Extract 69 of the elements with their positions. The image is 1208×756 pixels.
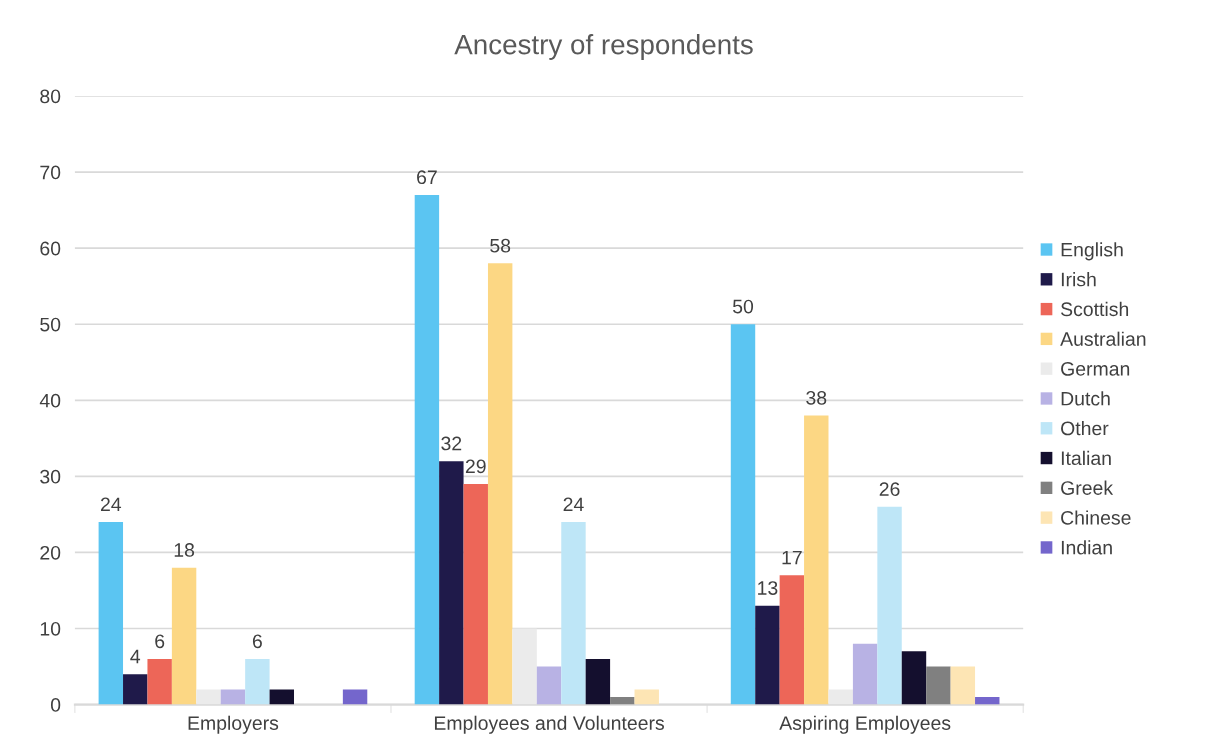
bar [730, 324, 756, 705]
data-label: 29 [465, 459, 486, 474]
bar [98, 522, 124, 705]
bar [852, 643, 878, 705]
data-label: 58 [490, 238, 511, 253]
legend-label: German [1061, 361, 1130, 376]
bar [561, 522, 586, 705]
bar [901, 651, 927, 705]
bar [342, 689, 368, 705]
bar [779, 575, 805, 705]
data-label: 6 [155, 634, 165, 649]
bar [147, 658, 172, 705]
legend-label: Australian [1060, 331, 1146, 346]
data-label: 32 [441, 436, 462, 451]
legend-label: English [1061, 242, 1123, 261]
x-tick-label: Employers [188, 715, 279, 734]
bar [926, 666, 951, 705]
bar [414, 194, 440, 705]
bar [269, 689, 295, 705]
data-label: 18 [174, 543, 195, 557]
bar [877, 506, 902, 705]
data-label: 17 [782, 550, 802, 565]
data-label: 38 [806, 390, 827, 405]
bar [487, 263, 513, 705]
bar [536, 666, 562, 705]
bar [634, 689, 659, 705]
y-tick-label: 0 [50, 698, 61, 712]
bar [171, 567, 197, 705]
y-tick-label: 40 [39, 393, 61, 408]
legend-label: Dutch [1061, 391, 1110, 406]
bar [975, 696, 1000, 705]
data-label: 13 [758, 581, 778, 595]
legend-label: Scottish [1061, 301, 1129, 317]
bar [245, 658, 270, 705]
bar [463, 483, 488, 705]
y-tick-label: 50 [40, 317, 61, 332]
y-tick-label: 60 [40, 241, 61, 256]
bar [610, 696, 635, 705]
data-label: 24 [100, 497, 122, 512]
legend-label: Other [1061, 421, 1109, 436]
data-label: 50 [732, 299, 754, 314]
y-tick-label: 20 [40, 545, 61, 560]
bar [828, 689, 853, 705]
bar [123, 674, 148, 705]
legend-label: Chinese [1061, 510, 1131, 525]
data-label: 26 [879, 482, 900, 497]
data-label: 67 [417, 170, 437, 185]
bar [439, 461, 464, 705]
bar [950, 666, 976, 705]
y-tick-label: 70 [40, 165, 61, 180]
data-label: 24 [563, 497, 584, 512]
bar [220, 689, 246, 705]
y-tick-label: 30 [40, 469, 61, 484]
y-tick-label: 10 [40, 621, 61, 636]
bar [196, 689, 221, 705]
x-tick-label: Aspiring Employees [779, 715, 951, 734]
legend-label: Irish [1061, 272, 1096, 287]
chart-title: Ancestry of respondents [454, 34, 753, 60]
y-tick-label: 80 [40, 89, 61, 104]
legend-label: Indian [1061, 540, 1112, 555]
bar [804, 415, 829, 705]
bar [755, 605, 780, 705]
legend-label: Greek [1061, 480, 1114, 495]
data-label: 6 [252, 634, 262, 649]
data-label: 4 [130, 649, 141, 664]
bar [512, 628, 537, 705]
bar [585, 658, 611, 705]
x-tick-label: Employees and Volunteers [434, 715, 664, 734]
legend-label: Italian [1061, 450, 1111, 466]
